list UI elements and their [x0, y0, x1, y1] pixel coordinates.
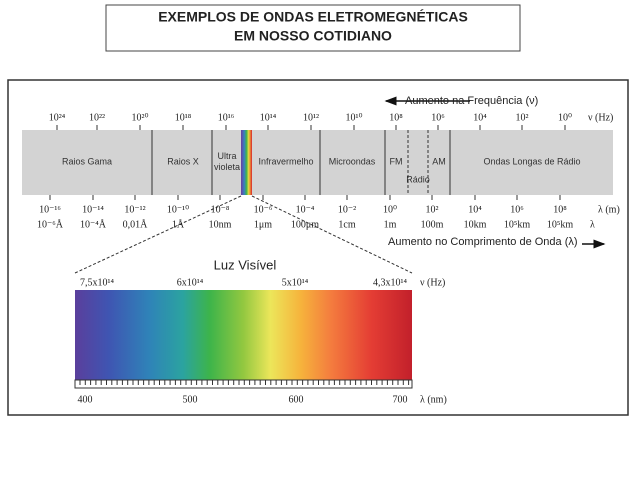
wavelength-arrow-label: Aumento no Comprimento de Onda (λ) — [388, 236, 578, 248]
band-label: Raios Gama — [61, 156, 113, 167]
frequency-tick: 10¹⁸ — [175, 112, 192, 123]
wavelength-example: 100m — [421, 219, 444, 230]
band-label: FM — [389, 156, 403, 167]
title-box — [105, 4, 521, 52]
visible-wavelength-label: 400 — [78, 394, 93, 405]
visible-title: Luz Visível — [214, 257, 277, 272]
title: EXEMPLOS DE ONDAS ELETROMEGNÉTICAS — [158, 9, 468, 25]
wavelength-examples-unit: λ — [590, 219, 595, 230]
wavelength-example: 10⁻⁴Å — [80, 218, 107, 230]
zoom-line — [251, 195, 413, 274]
frequency-tick: 10²² — [89, 112, 105, 123]
ruler — [74, 379, 413, 389]
visible-frequency-unit: ν (Hz) — [420, 277, 445, 288]
visible-frequency-label: 7,5x10¹⁴ — [80, 277, 114, 288]
wavelength-example: 10km — [464, 219, 487, 230]
band-label: Ultra violeta — [213, 151, 240, 172]
visible-wavelength-label: 700 — [393, 394, 408, 405]
wavelength-tick: 10⁻⁴ — [296, 204, 315, 215]
wavelength-tick: 10⁻⁶ — [254, 204, 273, 215]
visible-wavelength-label: 500 — [183, 394, 198, 405]
frequency-tick: 10¹⁰ — [345, 112, 362, 123]
band-bar — [22, 130, 613, 195]
wavelength-tick: 10⁻¹⁶ — [39, 204, 61, 215]
band-label: Raios X — [167, 156, 199, 167]
wavelength-example: 1Å — [172, 218, 185, 230]
visible-wavelength-unit: λ (nm) — [420, 394, 447, 405]
wavelength-tick: 10⁰ — [383, 204, 397, 215]
wavelength-example: 1μm — [254, 219, 272, 230]
visible-spectrum — [75, 290, 412, 380]
wavelength-tick: 10⁻¹⁰ — [167, 204, 189, 215]
band-label: AM — [432, 156, 446, 167]
wavelength-tick: 10⁶ — [510, 204, 524, 215]
ruler-ticks — [79, 380, 410, 385]
band-label: Microondas — [328, 156, 376, 167]
wavelength-example: 100μm — [291, 219, 319, 230]
frequency-tick: 10⁰ — [558, 112, 572, 123]
band-label: Rádio — [406, 174, 430, 185]
visible-frequency-label: 4,3x10¹⁴ — [373, 277, 407, 288]
wavelength-tick: 10⁻⁸ — [211, 204, 230, 215]
frequency-tick: 10²⁴ — [49, 112, 66, 123]
visible-wavelength-label: 600 — [289, 394, 304, 405]
band-label: Ondas Longas de Rádio — [483, 156, 581, 167]
wavelength-tick: 10⁴ — [468, 204, 482, 215]
wavelength-tick: 10⁻² — [338, 204, 356, 215]
frequency-tick: 10² — [516, 112, 529, 123]
wavelength-example: 1m — [384, 219, 397, 230]
title: EM NOSSO COTIDIANO — [234, 28, 392, 44]
visible-frequency-label: 6x10¹⁴ — [177, 277, 204, 288]
frequency-tick: 10⁴ — [473, 112, 487, 123]
visible-frequency-label: 5x10¹⁴ — [282, 277, 309, 288]
wavelength-unit: λ (m) — [598, 204, 620, 215]
band-label: Infravermelho — [258, 156, 314, 167]
frequency-tick: 10⁸ — [389, 112, 403, 123]
zoom-line — [74, 195, 242, 274]
frequency-tick: 10¹² — [303, 112, 319, 123]
wavelength-tick: 10⁸ — [553, 204, 567, 215]
frequency-tick: 10⁶ — [431, 112, 445, 123]
wavelength-example: 10⁵km — [547, 219, 573, 230]
wavelength-tick: 10⁻¹² — [124, 204, 145, 215]
wavelength-tick: 10⁻¹⁴ — [82, 204, 104, 215]
wavelength-example: 1cm — [338, 219, 355, 230]
frequency-arrow-label: Aumento na Frequência (ν) — [405, 95, 538, 107]
frequency-tick: 10²⁰ — [131, 112, 148, 123]
frequency-tick: 10¹⁴ — [260, 112, 277, 123]
visible-strip — [241, 130, 252, 195]
wavelength-example: 10⁻⁶Å — [37, 218, 64, 230]
wavelength-tick: 10² — [426, 204, 439, 215]
frequency-tick: 10¹⁶ — [218, 112, 235, 123]
frequency-unit: ν (Hz) — [588, 112, 613, 123]
wavelength-example: 10nm — [209, 219, 232, 230]
wavelength-example: 10⁵km — [504, 219, 530, 230]
wavelength-example: 0,01Å — [123, 218, 149, 230]
